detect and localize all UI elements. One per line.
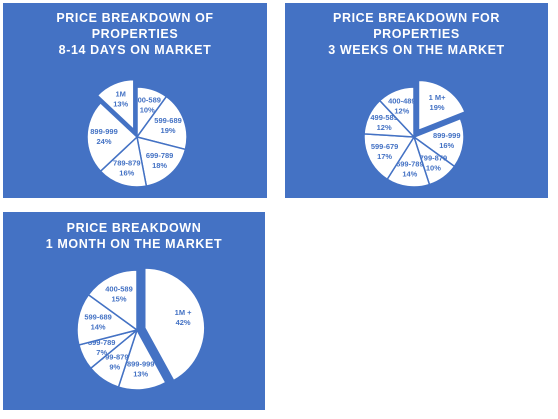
pie-slice (87, 269, 138, 332)
slice-category-label: 400-589 (105, 285, 133, 294)
slice-value-label: 15% (112, 295, 127, 304)
pie-slice (99, 135, 148, 188)
slice-category-label: 400-489 (388, 96, 416, 105)
slice-value-label: 13% (133, 369, 148, 378)
slice-category-label: 699-789 (396, 160, 424, 169)
slice-value-label: 10% (140, 106, 155, 115)
slice-category-label: 899-999 (127, 359, 155, 368)
slice-category-label: 599-689 (154, 116, 182, 125)
slice-value-label: 16% (439, 141, 454, 150)
slice-value-label: 10% (426, 164, 441, 173)
slice-category-label: 799-879 (101, 353, 129, 362)
slice-value-label: 16% (119, 168, 134, 177)
slice-category-label: 599-689 (84, 313, 112, 322)
slice-value-label: 14% (91, 323, 106, 332)
slice-value-label: 9% (109, 363, 120, 372)
slice-category-label: 899-999 (433, 131, 461, 140)
slice-value-label: 42% (176, 318, 191, 327)
slice-category-label: 599-679 (371, 142, 399, 151)
slice-value-label: 14% (402, 170, 417, 179)
chart-title: PRICE BREAKDOWN OF PROPERTIES 8-14 DAYS ON… (56, 11, 213, 57)
slice-value-label: 7% (96, 348, 107, 357)
pie-slice (76, 293, 139, 346)
slice-value-label: 12% (394, 106, 409, 115)
slice-category-label: 400-589 (133, 96, 161, 105)
chart-title: PRICE BREAKDOWN 1 MONTH ON THE MARKET (46, 221, 223, 251)
pie-slice (96, 78, 135, 132)
slice-category-label: 799-879 (420, 154, 448, 163)
pie-slice (143, 267, 206, 382)
pie-slice (135, 95, 188, 151)
slice-value-label: 18% (152, 161, 167, 170)
slice-category-label: 899-789 (88, 338, 116, 347)
pie-slice (378, 86, 415, 139)
slice-value-label: 19% (430, 103, 445, 112)
slice-category-label: 1 M+ (429, 93, 447, 102)
pie-slice (412, 117, 465, 168)
pie-slice (417, 79, 466, 132)
pie-slice (136, 135, 187, 187)
pie-slice (86, 101, 139, 173)
slice-value-label: 12% (377, 123, 392, 132)
pie-slice (363, 133, 416, 181)
slice-category-label: 1M (116, 89, 126, 98)
slice-value-label: 24% (96, 137, 111, 146)
slice-value-label: 19% (161, 126, 176, 135)
slice-category-label: 699-789 (146, 151, 174, 160)
slice-value-label: 17% (377, 152, 392, 161)
chart-title: PRICE BREAKDOWN FOR PROPERTIES 3 WEEKS ON … (328, 11, 505, 57)
slice-category-label: 1M + (175, 308, 193, 317)
slice-category-label: 899-999 (90, 127, 118, 136)
slice-category-label: 499-589 (370, 113, 398, 122)
slice-value-label: 13% (113, 99, 128, 108)
slice-category-label: 789-879 (113, 158, 141, 167)
